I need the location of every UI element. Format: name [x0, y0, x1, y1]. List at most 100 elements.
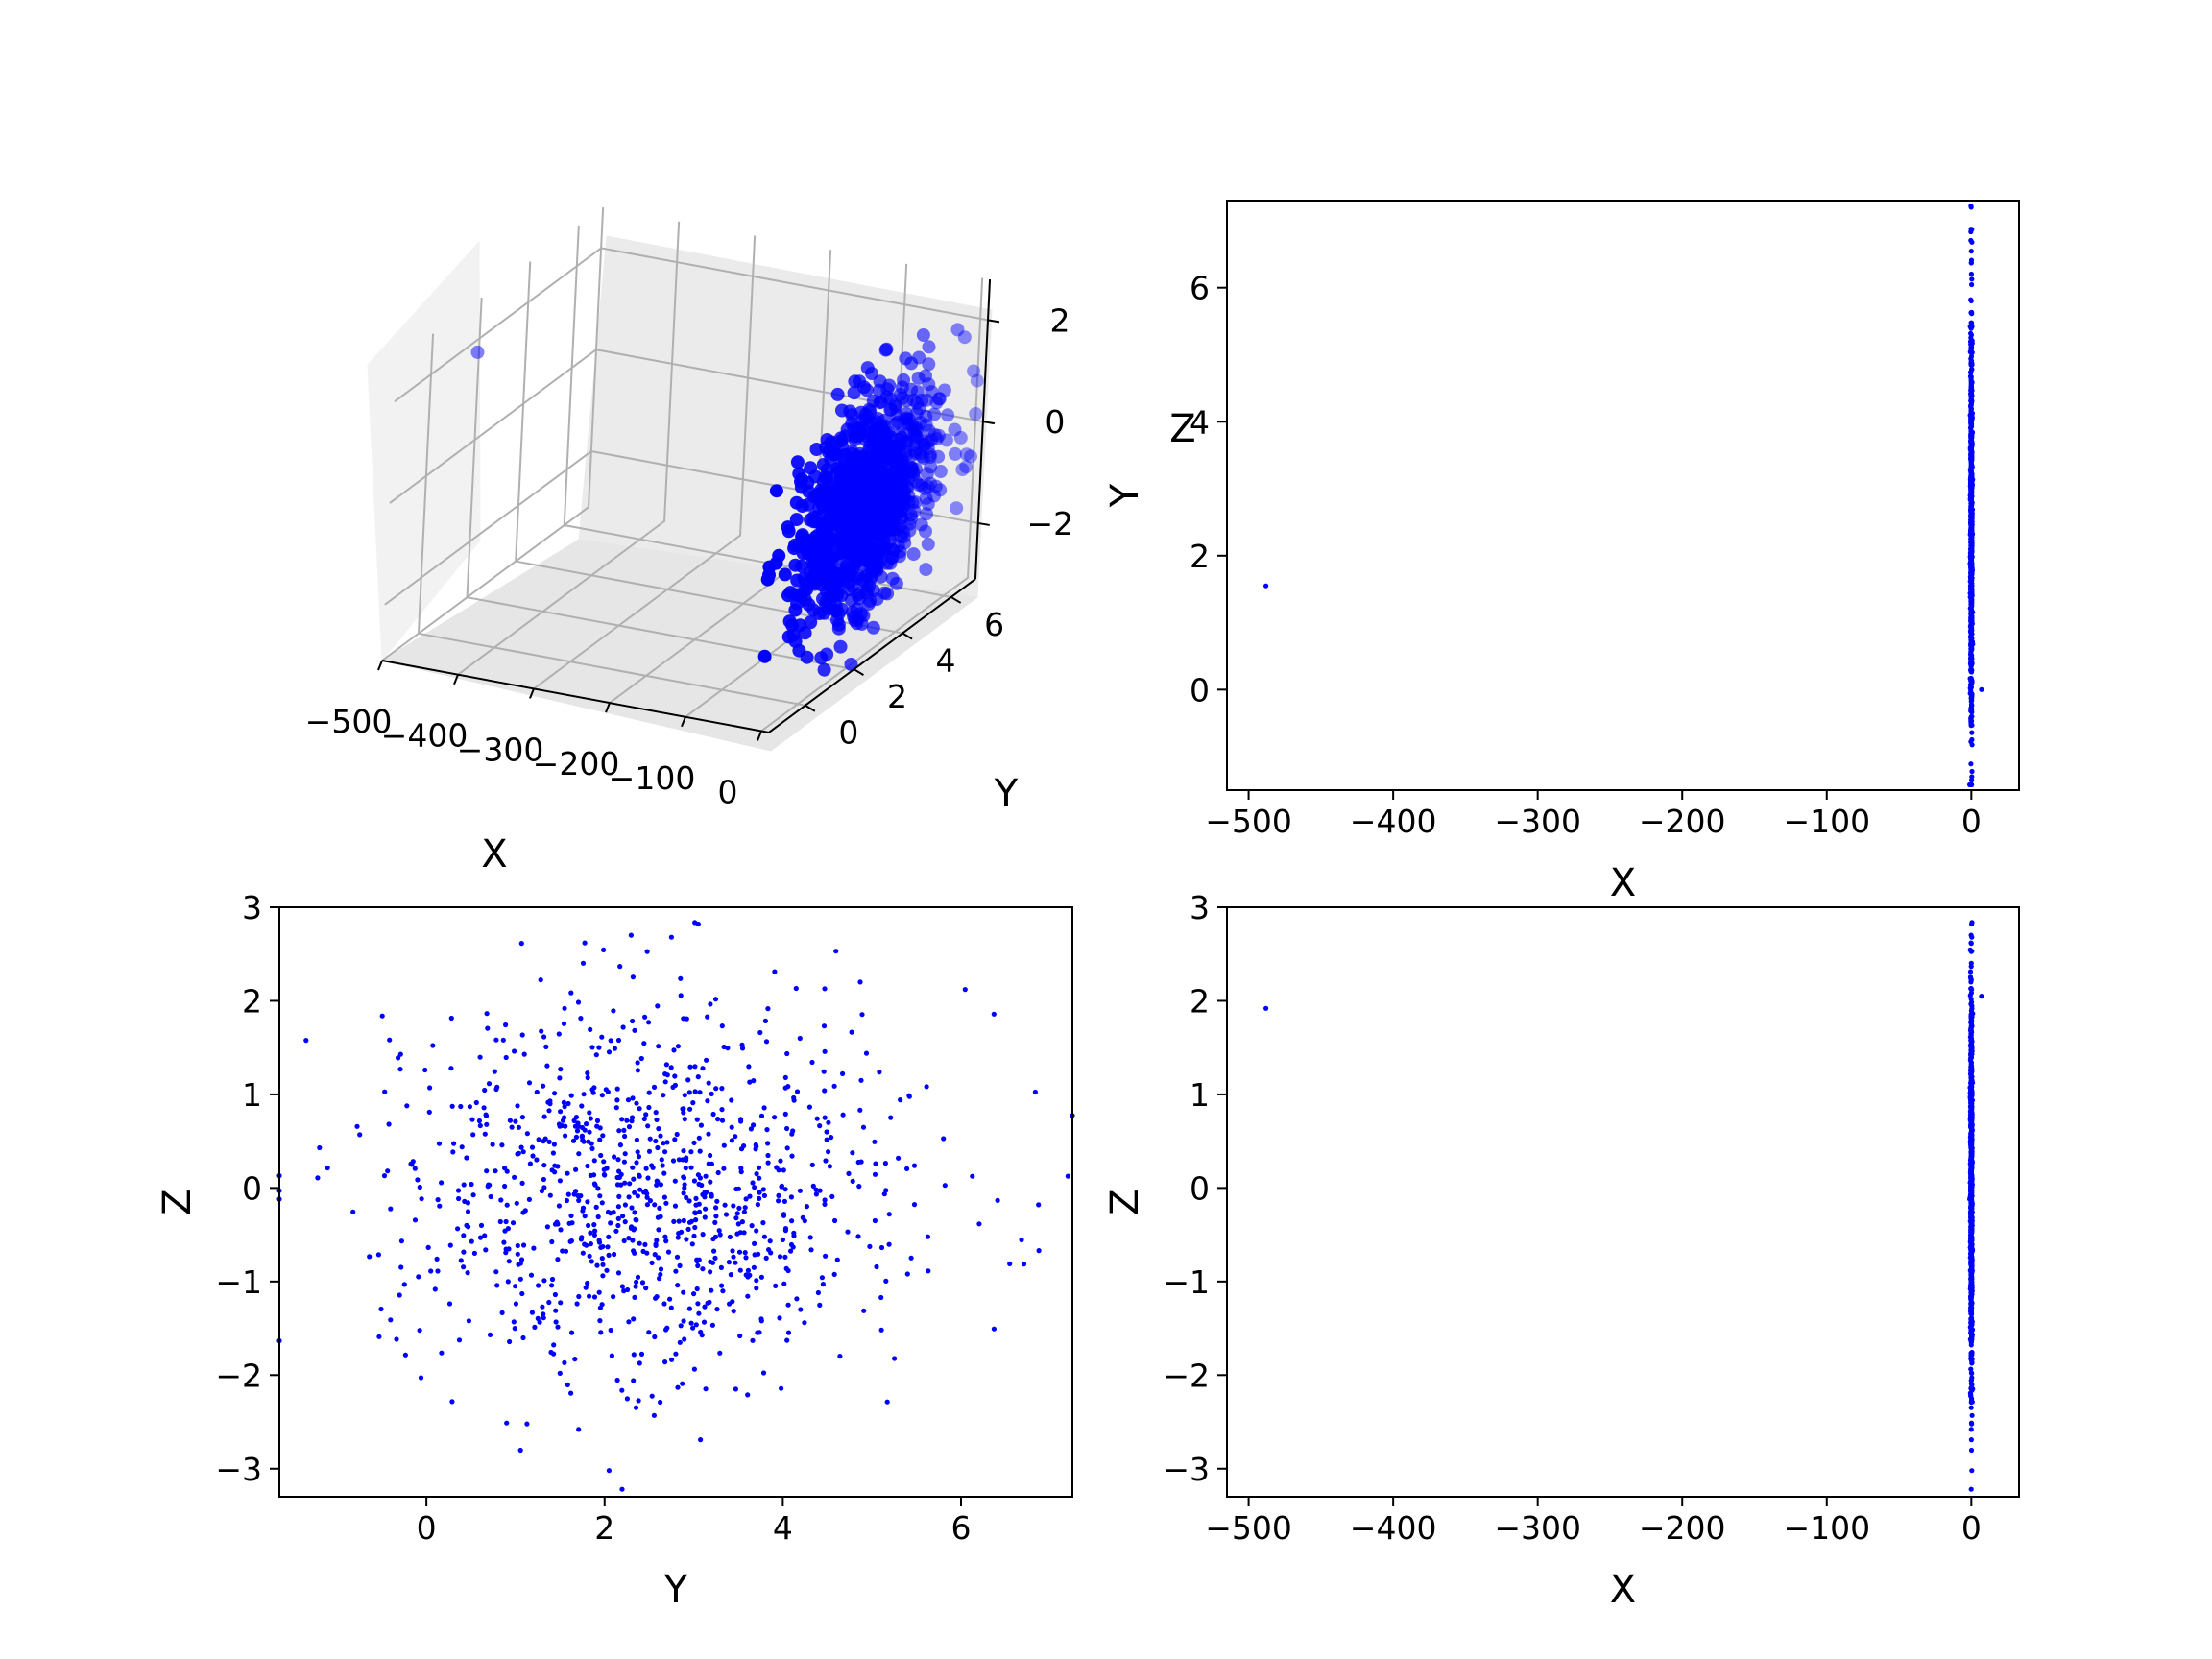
data-point	[575, 999, 582, 1005]
data-point	[719, 1023, 725, 1029]
data-point	[684, 1155, 689, 1161]
data-point	[1969, 592, 1975, 598]
data-point	[484, 1168, 490, 1174]
data-point	[832, 1217, 838, 1224]
data-point	[1969, 324, 1975, 329]
data-point	[625, 1286, 631, 1293]
data-point	[725, 1046, 731, 1051]
data-point	[877, 1070, 882, 1075]
data-point	[962, 987, 968, 993]
data-point	[736, 1249, 743, 1255]
data-point	[727, 1234, 733, 1239]
data-point	[703, 1206, 709, 1212]
data-point	[621, 1288, 627, 1294]
data-point	[791, 1233, 797, 1238]
data-point	[564, 1197, 570, 1204]
data-point	[687, 1064, 693, 1070]
data-point	[722, 1202, 728, 1208]
data-point	[1968, 550, 1974, 556]
data-point	[637, 1187, 643, 1192]
data-point	[539, 1028, 544, 1034]
data-point	[412, 1166, 418, 1171]
data-point	[743, 1196, 749, 1202]
data-point	[397, 1051, 403, 1057]
data-point	[493, 1168, 498, 1174]
data-point	[782, 1228, 789, 1234]
data-point	[528, 1272, 535, 1278]
data-point	[546, 1299, 552, 1306]
data-point	[755, 1330, 760, 1335]
data-point	[569, 1330, 575, 1335]
data-point	[763, 1039, 770, 1045]
data-point	[507, 1338, 513, 1345]
data-point	[616, 1193, 622, 1199]
data-point	[672, 1203, 679, 1209]
data-point	[568, 1390, 574, 1396]
data-point	[596, 1045, 602, 1050]
data-point	[705, 1300, 710, 1306]
x-tick-label-3d: −300	[457, 731, 544, 768]
data-point	[534, 1157, 540, 1163]
data-point	[551, 1142, 558, 1147]
data-point	[1970, 1011, 1976, 1017]
data-point	[860, 1124, 867, 1130]
data-point	[745, 1392, 751, 1398]
data-point	[752, 1252, 757, 1258]
data-point	[617, 1142, 624, 1148]
data-point	[465, 1209, 471, 1214]
data-point	[556, 1031, 562, 1037]
data-point	[908, 1255, 914, 1261]
data-point	[499, 1142, 505, 1148]
data-point	[1969, 722, 1975, 729]
data-point	[1968, 1046, 1974, 1051]
data-point	[709, 1287, 714, 1293]
data-point-outlier	[606, 1468, 613, 1474]
data-point	[542, 1136, 548, 1142]
data-point	[840, 1070, 846, 1076]
data-point	[743, 1272, 749, 1278]
data-point	[742, 1205, 748, 1211]
data-point	[693, 1322, 699, 1328]
y-tick-mark-3d	[805, 704, 816, 712]
data-point	[691, 1140, 697, 1145]
data-point	[435, 1268, 441, 1274]
data-point-3d	[848, 374, 862, 389]
data-point	[510, 1220, 517, 1226]
y-tick-label: −2	[215, 1357, 262, 1394]
data-point	[532, 1324, 538, 1330]
data-point	[731, 1309, 736, 1314]
data-point	[733, 1260, 738, 1265]
data-point	[739, 1219, 746, 1225]
data-point	[552, 1091, 558, 1096]
data-point	[477, 1054, 483, 1060]
data-point	[1968, 1218, 1974, 1224]
data-point	[546, 1108, 552, 1114]
data-point-3d	[967, 364, 981, 378]
data-point	[788, 1248, 794, 1254]
data-point	[461, 1264, 467, 1270]
data-point	[557, 1370, 563, 1376]
data-point	[646, 1104, 652, 1111]
data-point	[546, 1139, 552, 1144]
data-point	[782, 1074, 788, 1080]
data-point	[638, 1055, 644, 1062]
data-point	[1969, 281, 1975, 288]
data-point	[1968, 569, 1974, 575]
data-point	[465, 1270, 470, 1276]
data-point	[578, 1016, 584, 1022]
data-point	[706, 1161, 711, 1166]
data-point-3d	[790, 455, 805, 469]
data-point	[846, 1170, 852, 1176]
data-point	[776, 1192, 781, 1198]
data-point	[485, 1025, 491, 1031]
data-point	[823, 1253, 829, 1259]
data-point	[1968, 622, 1974, 629]
data-point	[325, 1165, 330, 1171]
data-point-outlier	[1969, 227, 1975, 232]
data-point	[1968, 297, 1974, 302]
data-point	[765, 1141, 771, 1146]
data-point	[831, 1083, 837, 1089]
data-point	[1968, 520, 1974, 526]
data-point-outlier	[1969, 934, 1975, 940]
data-point	[1968, 1386, 1975, 1392]
